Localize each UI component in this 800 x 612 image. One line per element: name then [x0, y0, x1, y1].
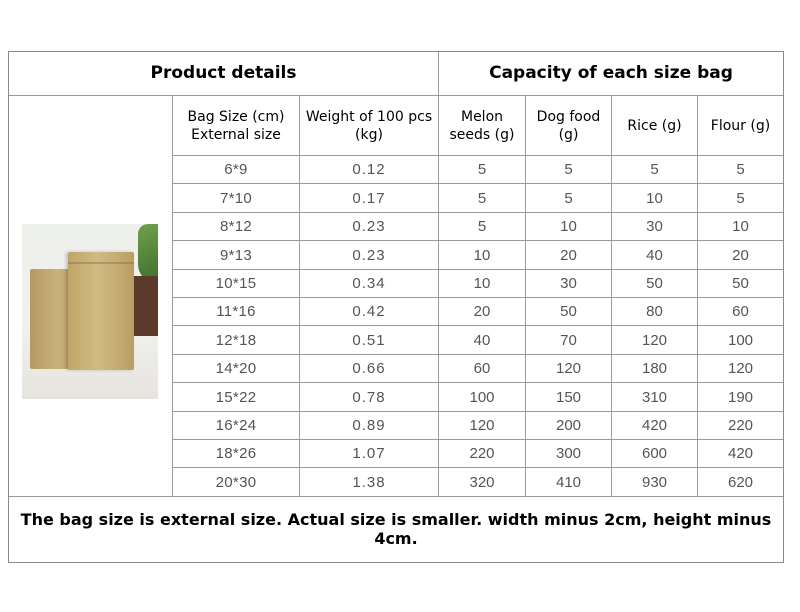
cell-flour: 220: [727, 417, 754, 434]
header-dog-food-line2: (g): [558, 127, 579, 143]
cell-rice: 30: [646, 218, 663, 235]
cell-rice: 120: [641, 331, 668, 349]
cell-rice: 80: [646, 303, 663, 320]
cell-size: 7*10: [219, 189, 253, 207]
cell-weight: 0.34: [352, 275, 386, 292]
cell-dog: 410: [555, 473, 582, 491]
cell-weight: 1.38: [352, 473, 386, 491]
cell-dog: 300: [555, 445, 582, 462]
header-melon-line1: Melon: [460, 109, 504, 125]
header-bag-size: Bag Size (cm) External size: [173, 97, 299, 155]
cell-weight: 1.07: [352, 445, 386, 462]
header-weight: Weight of 100 pcs (kg): [300, 97, 438, 155]
cell-weight: 0.89: [352, 417, 386, 434]
cell-flour: 190: [727, 388, 754, 406]
cell-dog: 30: [560, 275, 577, 292]
header-bag-size-line2: External size: [191, 127, 281, 143]
cell-rice: 420: [641, 417, 668, 434]
cell-rice: 10: [646, 189, 663, 207]
cell-melon: 5: [477, 189, 487, 207]
cell-dog: 120: [555, 360, 582, 377]
cell-dog: 5: [564, 161, 573, 178]
cell-melon: 120: [469, 417, 495, 434]
cell-melon: 10: [473, 246, 491, 264]
capacity-title: Capacity of each size bag: [489, 63, 733, 83]
cell-melon: 10: [473, 275, 491, 292]
cell-melon: 60: [473, 360, 491, 377]
cell-weight: 0.78: [352, 388, 386, 406]
cell-weight: 0.51: [352, 331, 386, 349]
cell-dog: 50: [560, 303, 577, 320]
product-details-title: Product details: [150, 63, 297, 83]
cell-dog: 10: [560, 218, 577, 235]
cell-rice: 40: [646, 246, 663, 264]
cell-weight: 0.17: [352, 189, 386, 207]
header-weight-line1: Weight of 100 pcs: [305, 109, 433, 125]
size-note: The bag size is external size. Actual si…: [20, 510, 772, 548]
cell-rice: 930: [641, 473, 668, 491]
cell-size: 16*24: [215, 417, 257, 434]
cell-size: 18*26: [215, 445, 257, 462]
cell-dog: 5: [564, 189, 573, 207]
header-bag-size-line1: Bag Size (cm): [187, 109, 285, 125]
cell-size: 9*13: [219, 246, 253, 264]
cell-size: 8*12: [219, 218, 253, 235]
cell-melon: 40: [473, 331, 491, 349]
cell-dog: 150: [555, 388, 582, 406]
cell-flour: 620: [727, 473, 754, 491]
cell-rice: 310: [641, 388, 668, 406]
header-dog-food-line1: Dog food: [536, 109, 601, 125]
cell-size: 10*15: [215, 275, 257, 292]
cell-flour: 20: [732, 246, 749, 264]
cell-rice: 50: [646, 275, 663, 292]
cell-weight: 0.42: [352, 303, 386, 320]
cell-flour: 50: [732, 275, 749, 292]
cell-flour: 5: [736, 189, 745, 207]
cell-weight: 0.66: [352, 360, 386, 377]
cell-flour: 420: [727, 445, 754, 462]
cell-size: 11*16: [216, 303, 256, 320]
cell-melon: 5: [477, 161, 487, 178]
cell-flour: 60: [732, 303, 749, 320]
cell-melon: 220: [469, 445, 495, 462]
header-dog-food: Dog food (g): [526, 97, 611, 155]
cell-weight: 0.23: [352, 218, 386, 235]
cell-size: 6*9: [224, 161, 248, 178]
cell-flour: 100: [727, 331, 754, 349]
cell-size: 15*22: [215, 388, 257, 406]
cell-flour: 5: [736, 161, 745, 178]
cell-weight: 0.12: [352, 161, 386, 178]
kraft-bag-photo: [22, 224, 158, 399]
cell-size: 12*18: [215, 331, 257, 349]
header-flour: Flour (g): [710, 118, 771, 134]
cell-melon: 20: [473, 303, 491, 320]
cell-dog: 20: [560, 246, 577, 264]
cell-flour: 10: [732, 218, 749, 235]
header-rice: Rice (g): [627, 118, 682, 134]
cell-weight: 0.23: [352, 246, 386, 264]
cell-rice: 5: [650, 161, 659, 178]
cell-rice: 180: [641, 360, 668, 377]
header-melon-line2: seeds (g): [449, 127, 515, 143]
header-weight-line2: (kg): [355, 127, 383, 143]
cell-melon: 320: [469, 473, 495, 491]
cell-dog: 200: [555, 417, 582, 434]
cell-size: 20*30: [215, 473, 257, 491]
cell-melon: 5: [477, 218, 487, 235]
cell-size: 14*20: [215, 360, 257, 377]
cell-melon: 100: [469, 388, 495, 406]
cell-flour: 120: [727, 360, 754, 377]
header-melon: Melon seeds (g): [439, 97, 525, 155]
size-table: [8, 51, 784, 563]
cell-dog: 70: [560, 331, 577, 349]
cell-rice: 600: [641, 445, 668, 462]
